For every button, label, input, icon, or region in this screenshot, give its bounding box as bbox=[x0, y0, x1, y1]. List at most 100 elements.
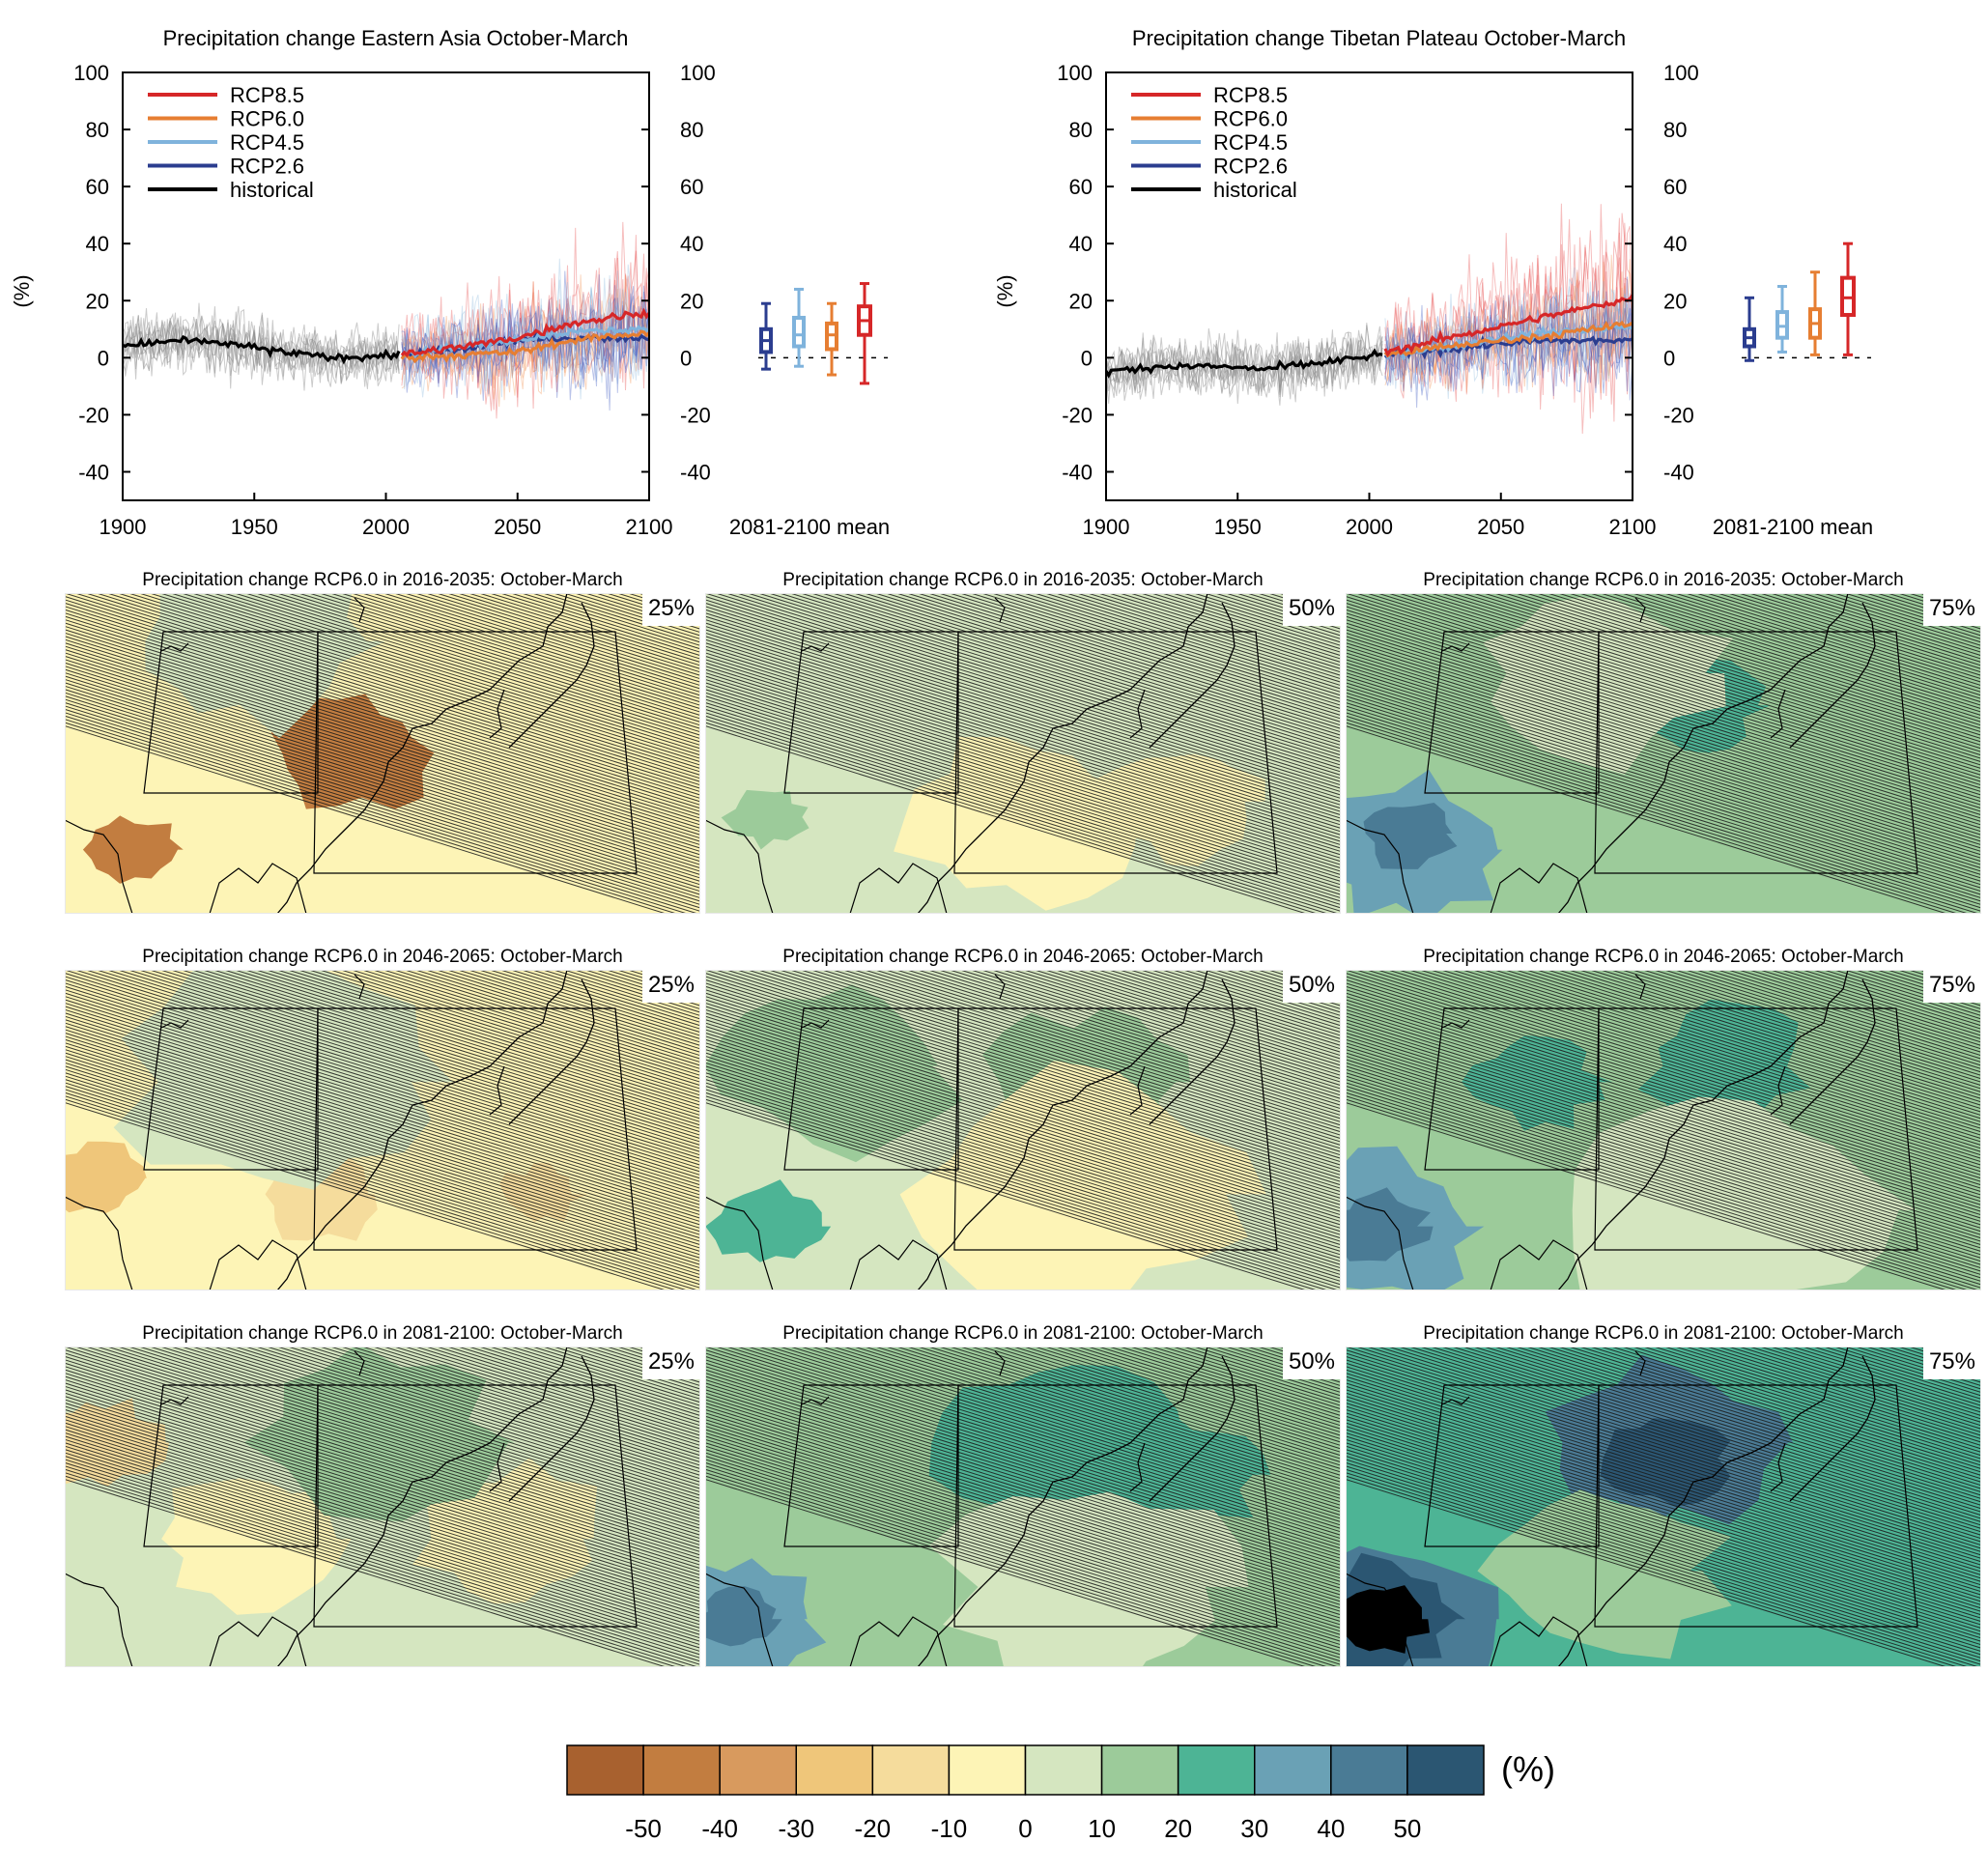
map-canvas bbox=[65, 1347, 700, 1667]
hatch-line bbox=[65, 1355, 700, 1556]
hatch-line bbox=[1727, 970, 1981, 1050]
hatch-line bbox=[1346, 1405, 1981, 1606]
hatch-line bbox=[1346, 715, 1979, 914]
hatch-line bbox=[266, 593, 700, 729]
hatch-line bbox=[468, 1347, 700, 1420]
hatch-line bbox=[917, 970, 1341, 1103]
hatch-line bbox=[149, 1347, 700, 1519]
hatch-line bbox=[1578, 593, 1981, 720]
hatch-line bbox=[1387, 593, 1981, 780]
hatch-line bbox=[1748, 970, 1981, 1043]
hatch-line bbox=[768, 970, 1341, 1149]
hatch-line bbox=[895, 593, 1341, 733]
percentile-label: 50% bbox=[1282, 593, 1341, 626]
ensemble-member-line bbox=[401, 227, 649, 410]
hatch-line bbox=[181, 593, 700, 756]
hatch-line bbox=[1802, 970, 1981, 1027]
hatch-line bbox=[1525, 1347, 1981, 1489]
hatch-line bbox=[276, 1347, 700, 1480]
ensemble-member-line bbox=[401, 257, 649, 411]
hatch-line bbox=[106, 1347, 700, 1533]
hatch-line bbox=[1770, 1347, 1981, 1413]
hatch-line bbox=[705, 1415, 1341, 1616]
ensemble-member-line bbox=[1106, 327, 1383, 400]
hatch-line bbox=[372, 593, 700, 696]
hatch-line bbox=[970, 593, 1341, 710]
hatch-line bbox=[864, 593, 1341, 743]
hatch-line bbox=[65, 705, 700, 906]
ensemble-member-line bbox=[1106, 325, 1383, 401]
hatch-line bbox=[705, 629, 1341, 829]
hatch-line bbox=[1346, 625, 1981, 826]
hatch-line bbox=[287, 593, 700, 723]
y-tick-label-right: 20 bbox=[1663, 289, 1687, 313]
hatch-line bbox=[234, 593, 700, 740]
hatch-line bbox=[1346, 629, 1981, 829]
y-tick-label: 20 bbox=[86, 289, 109, 313]
coastline bbox=[276, 1347, 568, 1667]
hatch-line bbox=[895, 970, 1341, 1110]
hatch-line bbox=[736, 593, 1341, 782]
hatch-line bbox=[789, 1347, 1341, 1519]
colorbar-tick-label: -20 bbox=[855, 1814, 892, 1843]
x-tick-label: 2050 bbox=[1477, 515, 1524, 539]
colorbar-swatch bbox=[566, 1744, 644, 1796]
y-tick-label: 100 bbox=[73, 61, 109, 85]
legend-label: RCP4.5 bbox=[1213, 130, 1288, 155]
hatch-line bbox=[65, 682, 700, 882]
coastline-southeast-asia bbox=[209, 863, 307, 914]
hatch-line bbox=[1346, 1478, 1947, 1667]
colorbar-swatch bbox=[948, 1744, 1027, 1796]
hatch-line bbox=[521, 970, 700, 1027]
hatch-line bbox=[65, 1352, 700, 1553]
colorbar-tick-label: -10 bbox=[931, 1814, 968, 1843]
hatch-line bbox=[65, 599, 700, 800]
hatch-line bbox=[1346, 1085, 1981, 1286]
legend-label: historical bbox=[1213, 178, 1297, 202]
lake-balkhash bbox=[801, 1019, 830, 1029]
colorbar-swatch bbox=[1177, 1744, 1256, 1796]
hatch-line bbox=[705, 1452, 1341, 1653]
hatch-line bbox=[1419, 1347, 1981, 1523]
plot-frame bbox=[1105, 71, 1633, 501]
hatch-line bbox=[1044, 593, 1341, 687]
hatch-line bbox=[65, 1432, 700, 1632]
hatch-line bbox=[298, 1347, 700, 1473]
hatch-line bbox=[991, 593, 1341, 703]
hatch-line bbox=[1483, 1347, 1981, 1503]
y-tick-label: -20 bbox=[78, 403, 109, 427]
hatch-line bbox=[705, 1438, 1341, 1639]
hatch-line bbox=[1161, 970, 1341, 1027]
hatch-line bbox=[65, 642, 700, 842]
region-box-eastern-asia bbox=[953, 631, 1278, 874]
hatch-line bbox=[65, 1062, 700, 1262]
x-tick-label: 1950 bbox=[231, 515, 278, 539]
hatch-line bbox=[1076, 970, 1341, 1053]
colorbar-unit-label: (%) bbox=[1501, 1749, 1555, 1789]
colorbar-swatch bbox=[1330, 1744, 1408, 1796]
hatch-line bbox=[757, 593, 1341, 776]
hatch-line bbox=[705, 645, 1341, 846]
hatch-line bbox=[1108, 593, 1341, 666]
hatch-line bbox=[938, 970, 1341, 1096]
hatch-line bbox=[65, 1375, 700, 1576]
hatch-line bbox=[1355, 970, 1981, 1166]
hatch-line bbox=[810, 593, 1341, 759]
hatch-line bbox=[1150, 970, 1341, 1030]
hatch-line bbox=[65, 1022, 700, 1223]
hatch-line bbox=[1802, 1347, 1981, 1403]
map-frame bbox=[65, 970, 700, 1290]
hatch-line bbox=[1346, 666, 1981, 865]
contour-region bbox=[705, 1586, 782, 1647]
hatch-line bbox=[1346, 698, 1981, 899]
hatch-line bbox=[65, 1468, 698, 1667]
hatch-line bbox=[1076, 593, 1341, 676]
hatch-line bbox=[65, 985, 700, 1186]
coastline bbox=[917, 970, 1208, 1290]
hatch-line bbox=[65, 1389, 700, 1589]
hatch-line bbox=[65, 1029, 700, 1230]
y-tick-label: -40 bbox=[1062, 460, 1093, 484]
region-box-eastern-asia bbox=[313, 1007, 638, 1251]
series-line-rcp60 bbox=[1383, 320, 1633, 358]
hatch-line bbox=[705, 606, 1341, 806]
